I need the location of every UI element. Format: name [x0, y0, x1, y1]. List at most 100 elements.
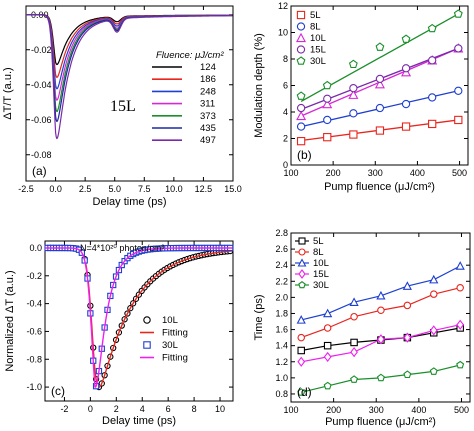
x-tick-label: 100 — [283, 168, 298, 178]
x-axis-label: Delay time (ps) — [102, 415, 176, 427]
x-tick-label: 6 — [166, 404, 171, 414]
legend-label-248: 248 — [200, 86, 216, 97]
x-tick-label: 12.5 — [195, 184, 213, 194]
data-point-5L — [349, 130, 358, 139]
legend-marker-15L — [296, 45, 306, 54]
y-tick-label: 2.4 — [275, 260, 288, 270]
panel-a: -2.5 0.0 2.5 5.0 7.5 10.0 12.5 15.00.00-0.02-0.… — [2, 5, 242, 208]
x-axis-label: Pump fluence (μJ/cm²) — [324, 181, 435, 193]
y-tick-label: -0.4 — [26, 299, 42, 309]
legend-marker-30L — [298, 281, 306, 289]
legend-label-30L: 30L — [310, 56, 326, 67]
annotation-text: N=4*10²⁰ photon/cm³ — [80, 243, 164, 253]
legend-label-311: 311 — [200, 99, 215, 110]
y-tick-label: 1.6 — [275, 325, 288, 335]
x-tick-label: 500 — [452, 168, 467, 178]
data-point-30L — [348, 59, 358, 69]
y-tick-label: 6 — [283, 81, 288, 91]
legend-label-15L: 15L — [310, 45, 326, 56]
legend-label-8L: 8L — [310, 22, 321, 33]
data-point-15L — [375, 74, 385, 84]
y-tick-label: 0.8 — [275, 389, 288, 399]
data-point-15L — [454, 44, 463, 53]
y-tick-label: 2 — [283, 134, 288, 144]
legend-label-186: 186 — [200, 74, 216, 85]
data-point-10L — [348, 89, 359, 99]
legend-label: 30L — [162, 340, 178, 351]
x-tick-label: 0 — [88, 404, 93, 414]
legend-label-497: 497 — [200, 135, 216, 146]
legend-label-373: 373 — [200, 111, 216, 122]
y-tick-label: 1.2 — [275, 357, 288, 367]
data-point-8L — [296, 122, 306, 131]
y-axis-label: Modulation depth (%) — [253, 33, 265, 138]
panel-b: 100 200 300 400 500 0 2 4 6 8 10 12 Pump fluence (μJ… — [253, 1, 469, 193]
x-tick-label: 8 — [192, 404, 197, 414]
y-tick-label: 12 — [278, 1, 288, 11]
data-point-5L — [323, 341, 332, 350]
data-point-30L — [403, 370, 412, 379]
legend-label-15L: 15L — [313, 269, 329, 280]
data-point-15L — [456, 319, 465, 330]
data-point-10L — [296, 315, 306, 324]
legend-label-124: 124 — [200, 62, 216, 73]
data-point-15L — [429, 325, 438, 336]
data-point-30L — [323, 381, 332, 390]
data-point-15L — [297, 356, 306, 367]
data-point-8L — [428, 93, 437, 102]
y-tick-label: -1.0 — [26, 382, 42, 392]
panel-c: -2 0 2 4 6 8 10 0.0 -0.2 -0.4 -0.6 -0.8 -1.0 Delay ti… — [4, 240, 234, 427]
x-tick-label: 200 — [326, 168, 341, 178]
data-point-15L — [323, 94, 332, 103]
data-point-5L — [375, 126, 385, 135]
y-tick-label: 10 — [278, 28, 288, 38]
y-tick-label: 2.6 — [275, 244, 288, 254]
y-tick-label: 1.8 — [275, 308, 288, 318]
legend-label: Fitting — [162, 353, 188, 364]
data-point-30L — [427, 23, 437, 33]
legend-marker-8L — [298, 248, 306, 256]
data-point-30L — [376, 373, 385, 382]
data-point-30L — [375, 42, 385, 51]
x-axis-label: Pump fluence (μJ/cm²) — [325, 416, 436, 428]
data-point-8L — [377, 306, 385, 315]
x-tick-label: 4 — [140, 404, 145, 414]
y-tick-label: -0.08 — [31, 150, 52, 160]
data-point-30L — [401, 34, 411, 43]
legend-label-30L: 30L — [313, 280, 329, 291]
x-tick-label: 0.0 — [49, 184, 62, 194]
data-point-15L — [428, 56, 437, 65]
plot-frame — [25, 5, 234, 182]
y-tick-label: 1.0 — [275, 373, 288, 383]
x-tick-label: -2 — [60, 404, 68, 414]
data-point-10L — [323, 308, 333, 318]
x-tick-label: 2.5 — [79, 184, 92, 194]
y-tick-label: 2.2 — [275, 276, 288, 286]
data-point-10L — [349, 297, 359, 306]
fit-line — [45, 247, 233, 388]
panel-label: (b) — [297, 148, 312, 162]
y-axis-label: Time (ps) — [253, 294, 265, 340]
data-point-30L — [456, 360, 465, 369]
legend-label-435: 435 — [200, 123, 216, 134]
x-tick-label: 10 — [215, 404, 225, 414]
data-point-5L — [296, 137, 306, 146]
data-point-8L — [323, 324, 332, 332]
data-point-5L — [297, 346, 305, 355]
series-line-497 — [26, 14, 233, 140]
x-tick-label: -2.5 — [18, 184, 34, 194]
y-axis-label: Normalized ΔT (a.u.) — [4, 270, 16, 371]
legend-marker-10L — [295, 32, 307, 43]
panel-d: 100 200 300 400 500 0.8 1.0 1.2 1.4 1.6 1.8 2.0 2.2 2… — [253, 228, 471, 428]
data-point-8L — [401, 99, 411, 109]
legend-marker-30L — [296, 56, 306, 65]
panel-label: (a) — [32, 164, 47, 178]
y-tick-label: -0.02 — [31, 45, 52, 55]
y-tick-label: -0.04 — [31, 80, 52, 90]
x-tick-label: 2 — [114, 404, 119, 414]
data-point-30L — [453, 9, 463, 18]
x-axis-label: Delay time (ps) — [93, 196, 167, 208]
data-point-10L — [429, 274, 439, 284]
legend-label: Fitting — [162, 328, 188, 339]
